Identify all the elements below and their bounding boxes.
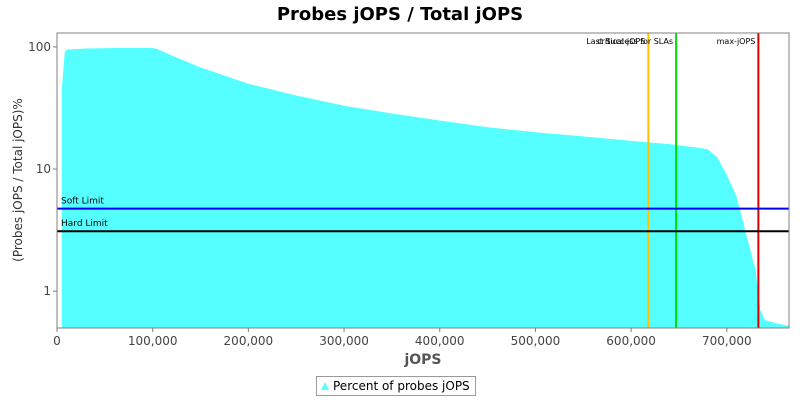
limit-label-0: Soft Limit xyxy=(61,197,104,207)
chart-title: Probes jOPS / Total jOPS xyxy=(277,4,523,25)
x-tick-label: 100,000 xyxy=(128,334,178,348)
y-axis-title: (Probes jOPS / Total jOPS)% xyxy=(11,98,25,262)
x-axis-ticks: 0 100,000 200,000 300,000 400,000 500,000 600,… xyxy=(53,328,752,348)
x-tick-label: 500,000 xyxy=(511,334,561,348)
limit-label-1: Hard Limit xyxy=(61,219,108,229)
series-area-percent-probes xyxy=(61,48,790,328)
x-tick-label: 700,000 xyxy=(702,334,752,348)
x-axis-title: jOPS xyxy=(403,352,441,368)
horizontal-limits: Soft Limit Hard Limit xyxy=(57,197,789,233)
x-tick-label: 600,000 xyxy=(606,334,656,348)
x-tick-label: 300,000 xyxy=(319,334,369,348)
x-tick-label: 200,000 xyxy=(224,334,274,348)
legend: Percent of probes jOPS xyxy=(316,376,476,396)
plot-border xyxy=(56,32,790,329)
y-axis-ticks: 1 10 100 xyxy=(28,40,57,298)
marker-label-2: max-jOPS xyxy=(717,37,756,46)
x-tick-label: 400,000 xyxy=(415,334,465,348)
legend-swatch-icon xyxy=(321,382,329,390)
y-tick-label: 100 xyxy=(28,40,51,54)
marker-label-0: critical-jOPS xyxy=(597,37,645,46)
y-tick-label: 10 xyxy=(36,162,51,176)
y-tick-label: 1 xyxy=(43,284,51,298)
marker-label-1: Last Success for SLAs xyxy=(586,37,673,46)
x-tick-label: 0 xyxy=(53,334,61,348)
legend-label: Percent of probes jOPS xyxy=(333,379,470,393)
